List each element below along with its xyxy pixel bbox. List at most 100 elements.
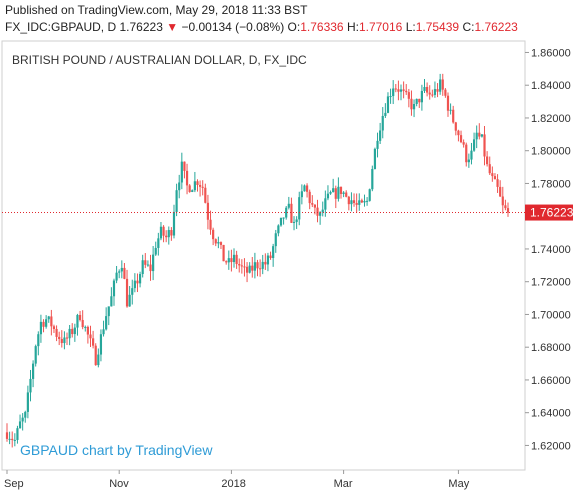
candle-body bbox=[339, 186, 343, 194]
candle-body bbox=[480, 134, 484, 137]
candle-body bbox=[478, 132, 481, 137]
candle-body bbox=[337, 186, 340, 199]
candle-body bbox=[483, 134, 486, 157]
candle-body bbox=[486, 156, 489, 165]
chart-area[interactable]: 1.62000 1.64000 1.66000 1.68000 1.70000 1.720… bbox=[0, 40, 578, 496]
candle-body bbox=[136, 280, 139, 284]
candle-body bbox=[470, 150, 473, 160]
candle-body bbox=[332, 188, 335, 193]
chart-title: BRITISH POUND / AUSTRALIAN DOLLAR, D, FX… bbox=[12, 53, 307, 67]
close-label: C: bbox=[462, 20, 475, 34]
candle-body bbox=[152, 254, 155, 272]
y-tick-label: 1.62000 bbox=[531, 440, 571, 452]
y-tick-label: 1.78000 bbox=[531, 178, 571, 190]
candle-body bbox=[131, 288, 134, 295]
open-label: O: bbox=[287, 20, 301, 34]
open-value: 1.76336 bbox=[300, 20, 344, 34]
candle-body bbox=[219, 242, 223, 245]
candle-body bbox=[488, 164, 491, 174]
x-tick-label: May bbox=[448, 478, 469, 490]
candle-body bbox=[394, 88, 397, 90]
candle-body bbox=[300, 191, 303, 198]
candle-body bbox=[31, 363, 35, 379]
candle-body bbox=[154, 247, 157, 255]
x-tick-label: Mar bbox=[334, 478, 353, 490]
candle-body bbox=[342, 192, 345, 194]
candle-body bbox=[266, 255, 270, 265]
candle-body bbox=[350, 200, 353, 205]
candle-body bbox=[251, 265, 254, 271]
candle-body bbox=[295, 219, 298, 222]
candle-body bbox=[358, 200, 361, 205]
candle-body bbox=[410, 98, 413, 110]
candle-body bbox=[436, 89, 439, 92]
candle-body bbox=[201, 186, 204, 188]
candle-body bbox=[259, 268, 262, 270]
candle-body bbox=[172, 211, 176, 236]
candle-body bbox=[355, 202, 358, 205]
y-tick-label: 1.64000 bbox=[531, 408, 571, 420]
candle-body bbox=[45, 319, 48, 327]
candle-body bbox=[212, 229, 215, 240]
candle-body bbox=[198, 184, 202, 187]
candle-body bbox=[214, 239, 217, 244]
candle-body bbox=[209, 219, 212, 230]
candle-body bbox=[24, 411, 27, 418]
candle-body bbox=[167, 230, 170, 238]
high-value: 1.77016 bbox=[358, 20, 403, 34]
candle-body bbox=[467, 159, 470, 163]
candle-body bbox=[379, 130, 382, 141]
candle-body bbox=[412, 103, 416, 110]
candle-body bbox=[60, 339, 63, 344]
y-tick-label: 1.66000 bbox=[531, 375, 571, 387]
candle-body bbox=[26, 392, 29, 412]
candle-body bbox=[282, 217, 285, 219]
candle-body bbox=[384, 112, 387, 116]
candle-body bbox=[501, 196, 504, 206]
y-tick-label: 1.68000 bbox=[531, 342, 571, 354]
candlestick-chart[interactable]: 1.62000 1.64000 1.66000 1.68000 1.70000 1.720… bbox=[0, 40, 578, 496]
candle-body bbox=[107, 306, 110, 317]
time-axis[interactable]: Sep Nov 2018 Mar May bbox=[4, 470, 470, 490]
candle-body bbox=[352, 200, 356, 203]
candle-body bbox=[334, 188, 337, 199]
candle-body bbox=[444, 89, 447, 96]
price-axis[interactable]: 1.62000 1.64000 1.66000 1.68000 1.70000 1.720… bbox=[525, 47, 571, 452]
candle-body bbox=[493, 176, 497, 180]
candle-body bbox=[305, 185, 309, 192]
candle-body bbox=[298, 197, 301, 220]
candle-body bbox=[441, 79, 444, 90]
candle-body bbox=[55, 328, 58, 337]
candle-body bbox=[78, 314, 82, 320]
candle-body bbox=[264, 261, 267, 265]
candle-body bbox=[183, 161, 186, 171]
candle-body bbox=[39, 321, 43, 335]
candle-body bbox=[399, 89, 403, 92]
candle-body bbox=[94, 345, 97, 366]
candle-body bbox=[185, 170, 189, 186]
candle-body bbox=[232, 254, 236, 263]
candle-body bbox=[18, 421, 22, 429]
candle-body bbox=[235, 254, 238, 265]
candle-body bbox=[462, 142, 465, 145]
candle-body bbox=[47, 316, 50, 320]
candle-body bbox=[21, 417, 24, 422]
candle-body bbox=[363, 200, 366, 203]
candle-body bbox=[86, 326, 89, 335]
candle-body bbox=[290, 203, 293, 223]
candle-body bbox=[175, 190, 178, 212]
candle-body bbox=[238, 264, 241, 266]
candle-body bbox=[321, 209, 324, 213]
candle-body bbox=[248, 265, 251, 273]
candle-body bbox=[397, 89, 400, 92]
x-tick-label: Nov bbox=[109, 478, 129, 490]
candle-body bbox=[196, 181, 199, 185]
candle-body bbox=[128, 294, 131, 307]
symbol-label: FX_IDC:GBPAUD, D bbox=[5, 20, 117, 34]
candle-body bbox=[162, 226, 165, 236]
candle-body bbox=[457, 130, 460, 136]
candle-body bbox=[63, 337, 66, 344]
candle-body bbox=[206, 202, 210, 220]
candle-body bbox=[240, 265, 243, 267]
candle-body bbox=[326, 193, 330, 199]
